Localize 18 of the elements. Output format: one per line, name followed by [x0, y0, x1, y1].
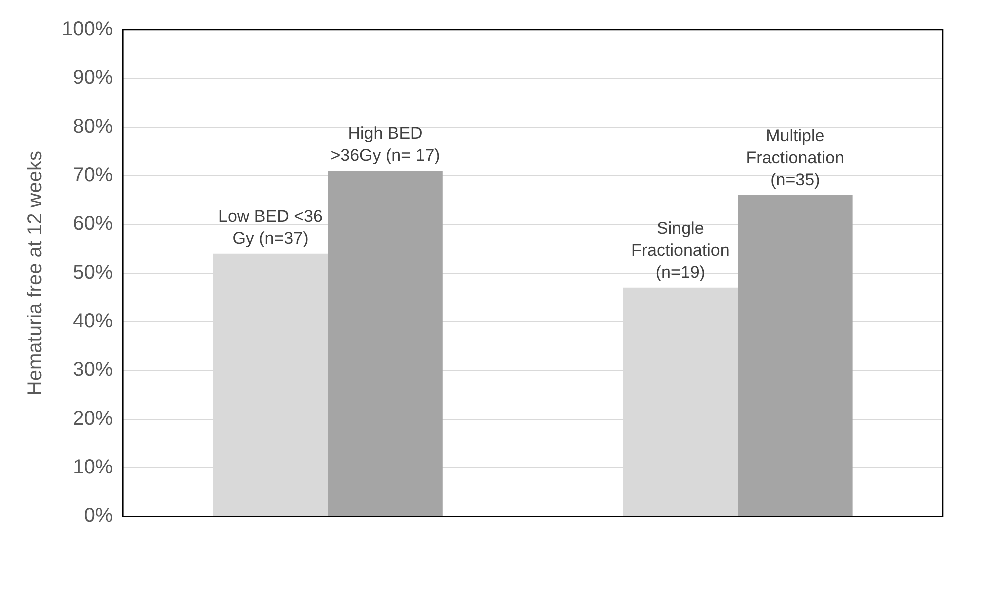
- y-tick-label: 50%: [73, 262, 114, 284]
- y-axis-title: Hematuria free at 12 weeks: [24, 151, 47, 396]
- annotation: Single Fractionation (n=19): [632, 218, 730, 282]
- annotation: Low BED <36 Gy (n=37): [218, 206, 323, 248]
- y-tick-label: 10%: [73, 456, 114, 478]
- y-tick-label: 40%: [73, 310, 114, 332]
- y-tick-label: 90%: [73, 67, 114, 90]
- y-tick-label: 60%: [73, 213, 114, 236]
- y-tick-label: 80%: [73, 116, 114, 138]
- y-tick-label: 20%: [73, 408, 114, 430]
- bar: [328, 171, 443, 516]
- bar: [738, 195, 853, 516]
- annotation: Multiple Fractionation (n=35): [746, 126, 845, 190]
- y-tick-label: 30%: [73, 359, 114, 382]
- y-tick-label: 0%: [84, 505, 114, 528]
- y-tick-label: 100%: [62, 18, 114, 41]
- y-tick-label: 70%: [73, 164, 114, 186]
- annotation: High BED >36Gy (n= 17): [330, 124, 440, 166]
